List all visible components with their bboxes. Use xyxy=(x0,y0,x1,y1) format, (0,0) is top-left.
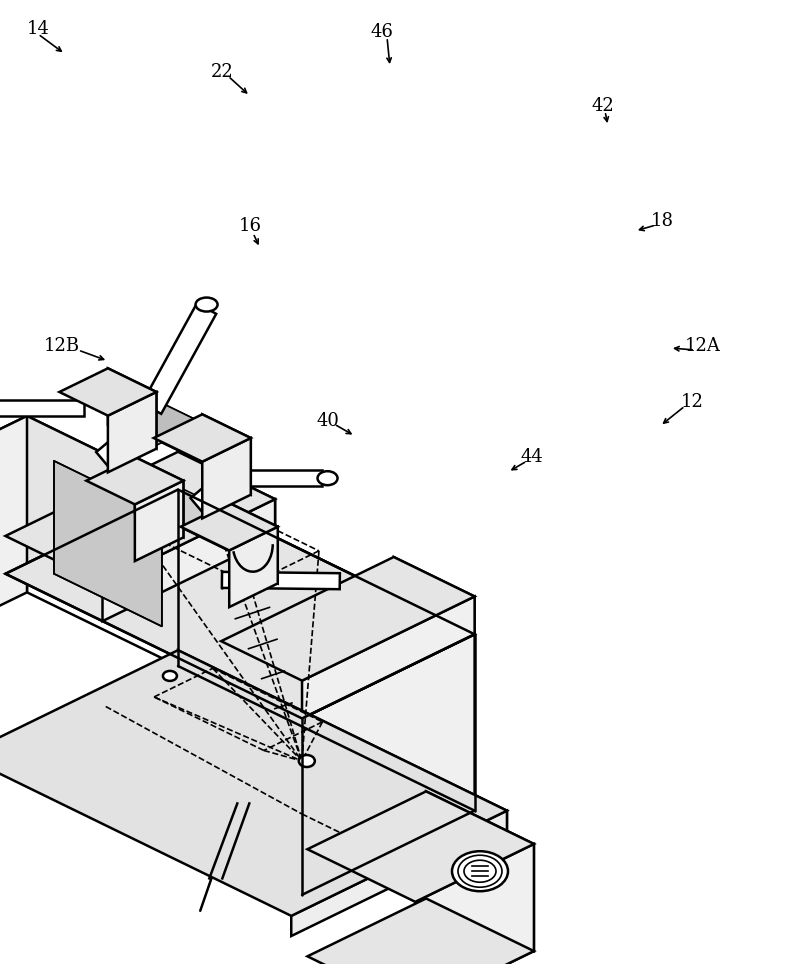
Polygon shape xyxy=(415,844,534,964)
Polygon shape xyxy=(190,487,231,530)
Text: 14: 14 xyxy=(26,20,50,38)
Text: 44: 44 xyxy=(521,448,543,466)
Polygon shape xyxy=(230,503,278,583)
Polygon shape xyxy=(178,452,275,537)
Polygon shape xyxy=(226,470,322,486)
Polygon shape xyxy=(221,557,474,681)
Polygon shape xyxy=(183,489,230,551)
Ellipse shape xyxy=(318,471,338,485)
Text: 22: 22 xyxy=(210,63,234,81)
Polygon shape xyxy=(178,651,507,831)
Polygon shape xyxy=(291,811,507,936)
Ellipse shape xyxy=(452,851,508,892)
Polygon shape xyxy=(6,490,474,718)
Polygon shape xyxy=(96,441,137,484)
Polygon shape xyxy=(181,503,278,550)
Polygon shape xyxy=(178,490,474,811)
Polygon shape xyxy=(302,597,474,718)
Ellipse shape xyxy=(299,755,315,767)
Polygon shape xyxy=(108,368,157,448)
Polygon shape xyxy=(202,438,251,519)
Polygon shape xyxy=(426,791,534,951)
Polygon shape xyxy=(0,415,27,677)
Text: 42: 42 xyxy=(592,97,614,115)
Polygon shape xyxy=(202,415,251,495)
Text: 16: 16 xyxy=(238,217,262,235)
Polygon shape xyxy=(307,791,534,902)
Polygon shape xyxy=(123,496,184,541)
Text: 46: 46 xyxy=(370,23,394,41)
Polygon shape xyxy=(6,452,275,583)
Polygon shape xyxy=(102,499,275,621)
Polygon shape xyxy=(307,898,534,964)
Polygon shape xyxy=(0,415,178,574)
Polygon shape xyxy=(108,400,202,446)
Text: 18: 18 xyxy=(650,212,674,230)
Text: 12A: 12A xyxy=(685,337,721,355)
Polygon shape xyxy=(27,415,178,666)
Polygon shape xyxy=(59,368,157,415)
Ellipse shape xyxy=(195,298,218,311)
Polygon shape xyxy=(142,304,216,414)
Polygon shape xyxy=(157,400,202,463)
Polygon shape xyxy=(222,572,340,589)
Polygon shape xyxy=(302,634,474,895)
Polygon shape xyxy=(230,526,278,607)
Polygon shape xyxy=(0,400,84,416)
Polygon shape xyxy=(86,457,183,504)
Polygon shape xyxy=(54,461,162,627)
Text: 12: 12 xyxy=(681,393,703,411)
Text: 12B: 12B xyxy=(44,337,80,355)
Polygon shape xyxy=(135,457,183,537)
Polygon shape xyxy=(108,392,157,472)
Polygon shape xyxy=(394,557,474,634)
Polygon shape xyxy=(0,651,507,916)
Ellipse shape xyxy=(163,671,177,681)
Text: 40: 40 xyxy=(317,412,339,430)
Polygon shape xyxy=(135,481,183,561)
Polygon shape xyxy=(154,415,251,462)
